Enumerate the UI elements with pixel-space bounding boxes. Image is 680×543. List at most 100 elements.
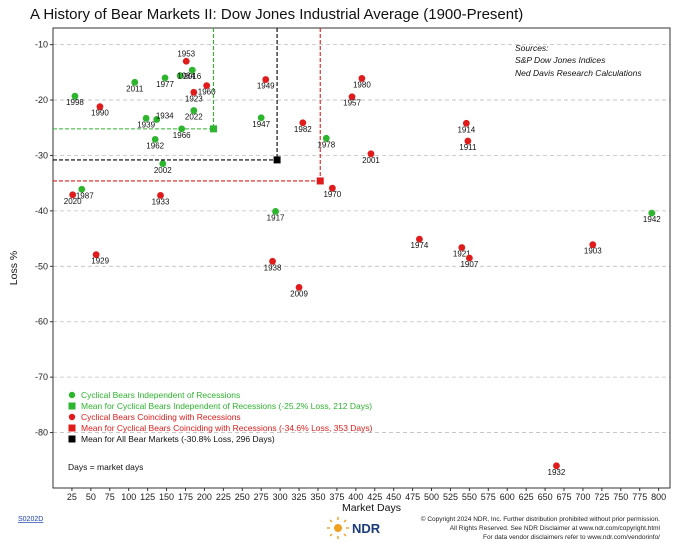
ndr-sun-icon bbox=[327, 517, 349, 539]
data-point-1984 bbox=[176, 72, 184, 80]
data-point-2022 bbox=[190, 107, 198, 114]
data-point-1933 bbox=[157, 191, 164, 199]
y-axis-label: Loss % bbox=[8, 251, 20, 285]
data-point-1947 bbox=[257, 114, 265, 122]
y-tick-label: -70 bbox=[35, 372, 48, 382]
point-label-1929: 1929 bbox=[91, 257, 109, 266]
x-tick-label: 100 bbox=[121, 492, 136, 502]
data-point-1914 bbox=[462, 119, 470, 127]
x-tick-label: 725 bbox=[594, 492, 609, 502]
data-point-1903 bbox=[589, 241, 597, 249]
x-tick-label: 200 bbox=[197, 492, 212, 502]
x-tick-label: 800 bbox=[651, 492, 666, 502]
legend-entry: Mean for Cyclical Bears Independent of R… bbox=[81, 401, 372, 411]
point-label-1980: 1980 bbox=[353, 80, 371, 89]
y-tick-label: -50 bbox=[35, 261, 48, 271]
x-tick-label: 375 bbox=[329, 492, 344, 502]
point-label-2002: 2002 bbox=[154, 166, 172, 175]
data-point-1982 bbox=[299, 119, 307, 127]
x-tick-label: 675 bbox=[556, 492, 571, 502]
sources-block: Sources: S&P Dow Jones Indices Ned Davis… bbox=[515, 43, 642, 78]
x-tick-label: 75 bbox=[105, 492, 115, 502]
y-tick-label: -60 bbox=[35, 317, 48, 327]
point-label-1966: 1966 bbox=[173, 131, 191, 140]
legend-marker bbox=[68, 413, 76, 421]
point-label-2009: 2009 bbox=[290, 289, 308, 298]
legend-entry: Mean for Cyclical Bears Coinciding with … bbox=[81, 423, 373, 433]
x-tick-label: 525 bbox=[443, 492, 458, 502]
data-point-1970 bbox=[328, 184, 336, 192]
legend-marker bbox=[68, 402, 76, 410]
point-label-1987: 1987 bbox=[76, 191, 94, 200]
legend-entry: Mean for All Bear Markets (-30.8% Loss, … bbox=[81, 434, 275, 444]
point-label-1998: 1998 bbox=[66, 98, 84, 107]
copyright-line-2: All Rights Reserved. See NDR Disclaimer … bbox=[450, 525, 661, 532]
data-point-1932 bbox=[553, 462, 560, 470]
data-point-1957 bbox=[348, 93, 356, 101]
y-tick-label: -80 bbox=[35, 428, 48, 438]
data-point-1974 bbox=[416, 235, 423, 243]
point-label-1933: 1933 bbox=[152, 197, 170, 206]
point-label-1938: 1938 bbox=[264, 263, 282, 272]
data-point-1962 bbox=[151, 135, 159, 143]
point-label-1934: 1934 bbox=[156, 111, 174, 120]
x-tick-label: 150 bbox=[159, 492, 174, 502]
chart-title: A History of Bear Markets II: Dow Jones … bbox=[30, 6, 523, 23]
point-label-1953: 1953 bbox=[177, 49, 195, 58]
point-label-1990: 1990 bbox=[91, 109, 109, 118]
data-point-2001 bbox=[367, 150, 375, 158]
point-label-1917: 1917 bbox=[267, 213, 285, 222]
x-tick-label: 125 bbox=[140, 492, 155, 502]
data-point-1938 bbox=[269, 257, 276, 265]
x-tick-label: 625 bbox=[519, 492, 534, 502]
x-tick-label: 575 bbox=[481, 492, 496, 502]
data-point-1953 bbox=[182, 57, 190, 65]
mean-marker bbox=[273, 156, 281, 164]
x-axis-label: Market Days bbox=[342, 502, 401, 514]
point-label-1970: 1970 bbox=[323, 190, 341, 199]
point-label-2022: 2022 bbox=[185, 113, 203, 122]
x-tick-label: 300 bbox=[273, 492, 288, 502]
ndr-logo: NDR bbox=[327, 517, 381, 539]
legend-marker bbox=[68, 391, 76, 399]
x-tick-label: 550 bbox=[462, 492, 477, 502]
ndr-brand: NDR bbox=[352, 521, 381, 536]
x-tick-label: 475 bbox=[405, 492, 420, 502]
footer: S0202D NDR © Copyright 2024 NDR, Inc. Fu… bbox=[18, 515, 661, 541]
point-label-1942: 1942 bbox=[643, 215, 661, 224]
point-label-1977: 1977 bbox=[156, 80, 174, 89]
mean-marker bbox=[209, 125, 217, 133]
legend-marker bbox=[68, 435, 76, 443]
data-point-1923 bbox=[190, 88, 198, 96]
point-label-1911: 1911 bbox=[459, 143, 477, 152]
point-label-1960: 1960 bbox=[198, 88, 216, 97]
x-tick-label: 225 bbox=[216, 492, 231, 502]
x-tick-label: 50 bbox=[86, 492, 96, 502]
data-point-2009 bbox=[295, 283, 303, 291]
x-tick-label: 750 bbox=[613, 492, 628, 502]
x-tick-label: 425 bbox=[367, 492, 382, 502]
point-label-1923: 1923 bbox=[185, 94, 203, 103]
data-point-1990 bbox=[96, 103, 104, 111]
y-tick-label: -30 bbox=[35, 150, 48, 160]
data-point-1917 bbox=[272, 208, 279, 215]
data-point-1921 bbox=[458, 244, 466, 251]
x-tick-label: 775 bbox=[632, 492, 647, 502]
point-label-1949: 1949 bbox=[257, 82, 275, 91]
point-label-2011: 2011 bbox=[126, 84, 144, 93]
legend: Cyclical Bears Independent of Recessions… bbox=[68, 390, 373, 472]
x-tick-label: 400 bbox=[348, 492, 363, 502]
point-label-1921: 1921 bbox=[453, 249, 471, 258]
plot-area: -10 -20 -30 -40 -50 -60 -70 -80 25 50 75 100 125 150 1… bbox=[8, 27, 671, 514]
chart-code-link[interactable]: S0202D bbox=[18, 516, 43, 523]
y-tick-label: -10 bbox=[35, 40, 48, 50]
x-tick-label: 325 bbox=[292, 492, 307, 502]
point-label-1932: 1932 bbox=[548, 468, 566, 477]
copyright-line-3: For data vendor disclaimers refer to www… bbox=[483, 534, 660, 541]
point-label-1974: 1974 bbox=[411, 241, 429, 250]
data-point-1960 bbox=[203, 82, 211, 90]
point-label-2001: 2001 bbox=[362, 156, 380, 165]
point-label-2020: 2020 bbox=[64, 197, 82, 206]
x-tick-label: 450 bbox=[386, 492, 401, 502]
point-label-1914: 1914 bbox=[457, 125, 475, 134]
